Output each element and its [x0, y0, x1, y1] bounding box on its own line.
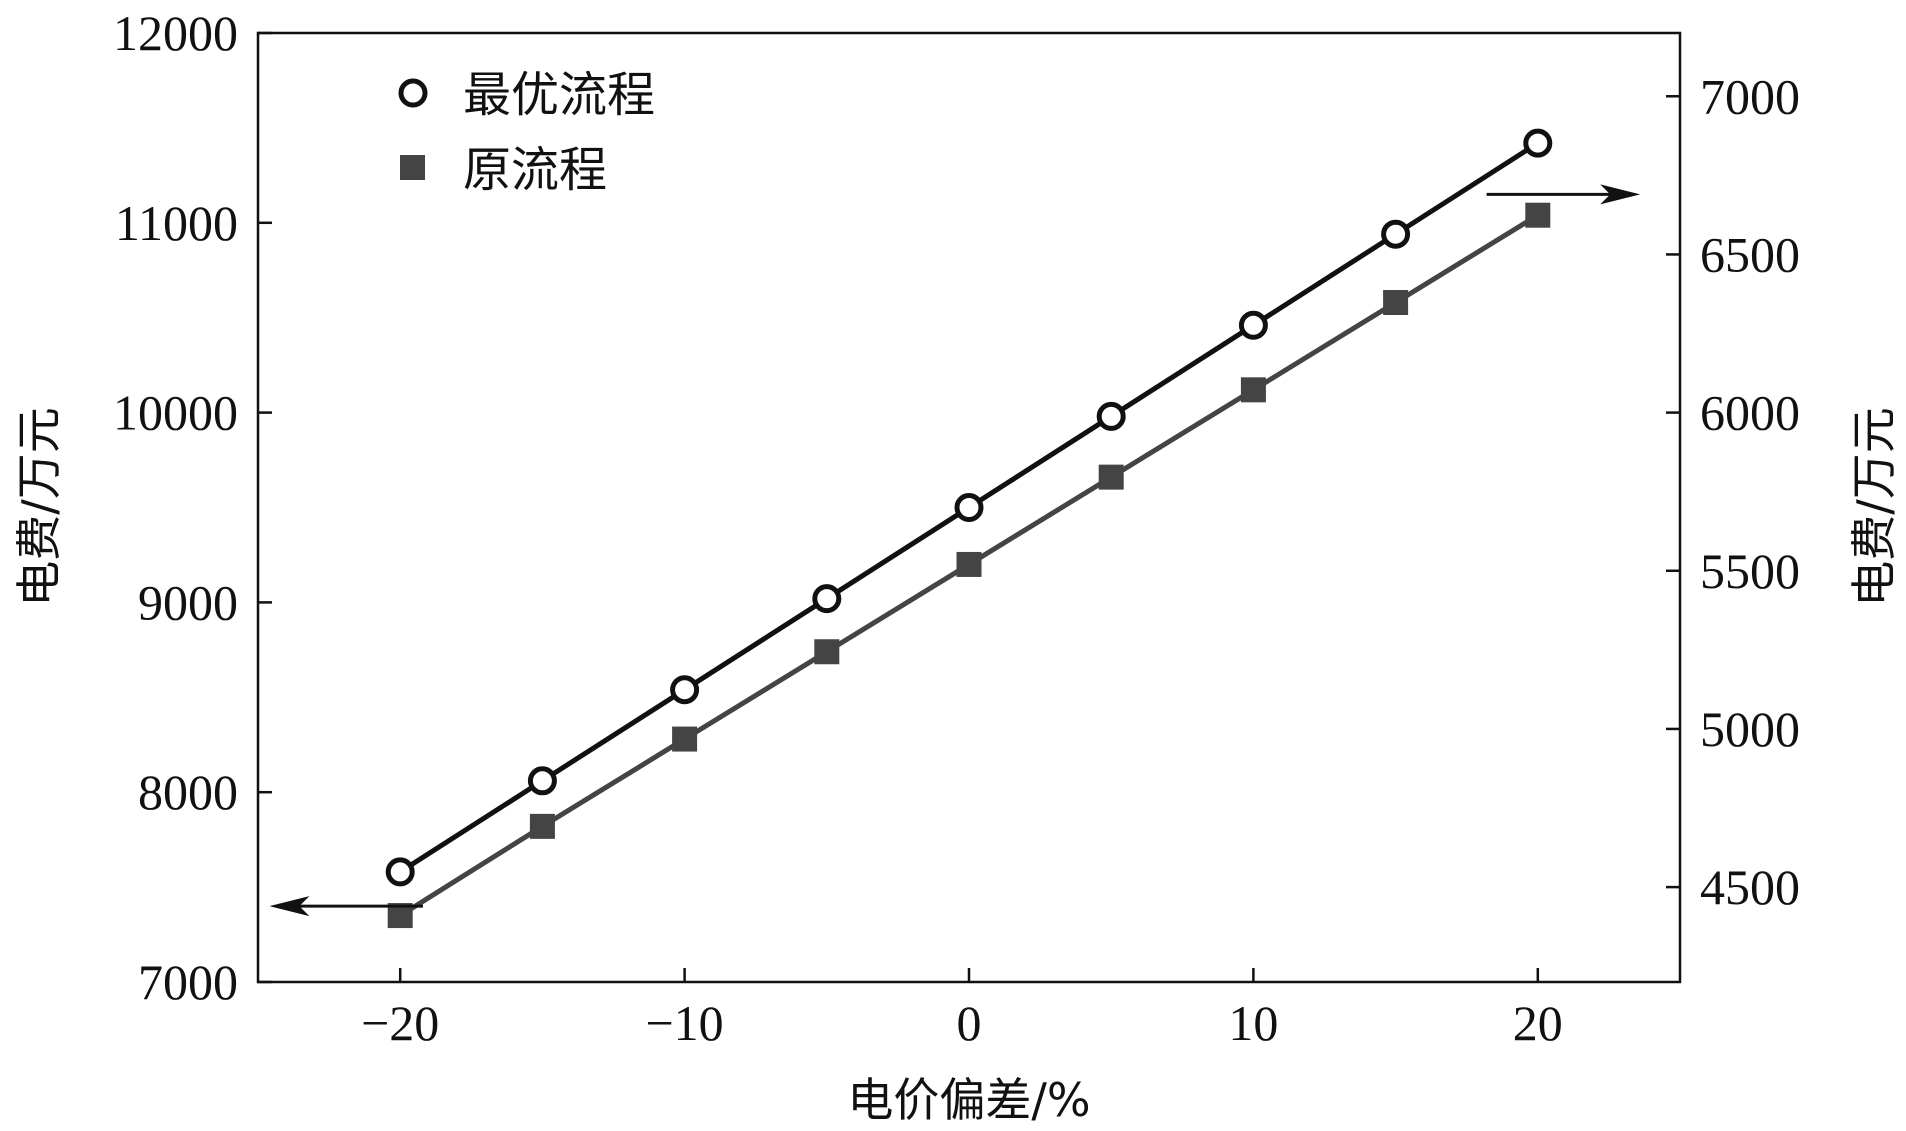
y-right-tick-label: 7000	[1700, 68, 1800, 124]
legend-marker-square	[400, 155, 425, 180]
y-right-tick-label: 5000	[1700, 701, 1800, 757]
data-point-square	[530, 814, 555, 839]
y-left-tick-label: 8000	[138, 764, 238, 820]
data-point-square	[1099, 465, 1124, 490]
y-left-tick-label: 9000	[138, 574, 238, 630]
data-point-circle	[815, 587, 839, 611]
data-point-circle	[957, 496, 981, 520]
y-axis-title-right: 电费/万元	[1847, 407, 1901, 607]
data-point-square	[672, 727, 697, 752]
axis-arrows	[269, 184, 1640, 916]
x-tick-label: −10	[645, 995, 723, 1051]
legend-marker-circle	[401, 81, 425, 105]
data-point-square	[1383, 290, 1408, 315]
series-layer	[388, 131, 1551, 928]
x-tick-label: 10	[1228, 995, 1278, 1051]
y-right-tick-label: 6500	[1700, 226, 1800, 282]
x-tick-label: 20	[1513, 995, 1563, 1051]
data-point-circle	[1384, 222, 1408, 246]
data-point-square	[1525, 203, 1550, 228]
data-point-circle	[1526, 131, 1550, 155]
y-left-tick-label: 12000	[113, 5, 238, 61]
legend-label-original: 原流程	[463, 142, 607, 198]
data-point-square	[957, 552, 982, 577]
y-right-tick-label: 6000	[1700, 385, 1800, 441]
x-tick-label: −20	[361, 995, 439, 1051]
y-left-tick-label: 11000	[115, 195, 238, 251]
x-axis-title: 电价偏差/%	[847, 1073, 1090, 1127]
y-left-tick-label: 10000	[113, 385, 238, 441]
data-point-circle	[1099, 404, 1123, 428]
y-right-tick-label: 4500	[1700, 859, 1800, 915]
data-point-square	[814, 639, 839, 664]
y-left-tick-label: 7000	[138, 954, 238, 1010]
legend: 最优流程 原流程	[400, 67, 655, 198]
y-right-tick-label: 5500	[1700, 543, 1800, 599]
y-axis-title-left: 电费/万元	[12, 407, 66, 607]
ticks: −20 −10 0 10 20 7000 8000 9000 10000 11000 12000 45…	[113, 5, 1800, 1051]
data-point-circle	[388, 860, 412, 884]
data-point-circle	[1241, 313, 1265, 337]
data-point-square	[1241, 377, 1266, 402]
legend-label-optimal: 最优流程	[463, 67, 655, 123]
data-point-circle	[673, 678, 697, 702]
x-tick-label: 0	[957, 995, 982, 1051]
data-point-circle	[530, 769, 554, 793]
